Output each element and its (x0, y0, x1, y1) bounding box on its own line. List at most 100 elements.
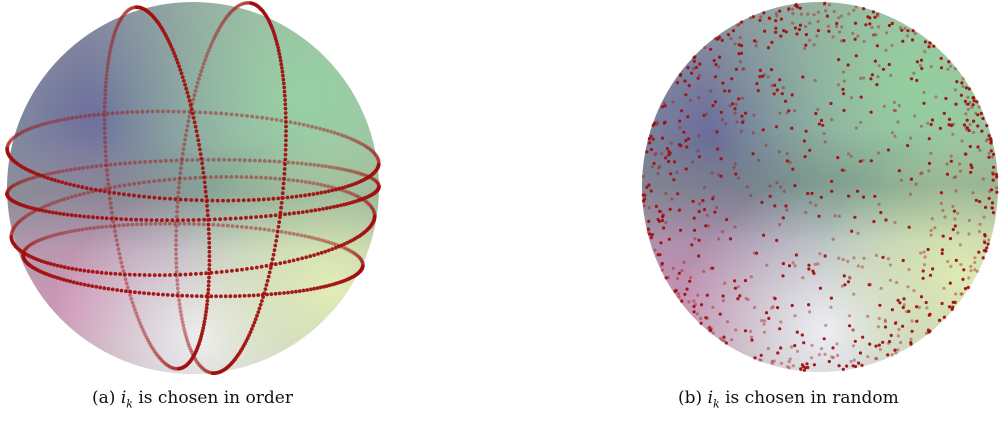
iterate-point (191, 218, 196, 222)
iterate-point (304, 162, 308, 166)
iterate-point (842, 79, 846, 83)
iterate-point (259, 175, 263, 180)
iterate-point (280, 191, 285, 196)
iterate-point (142, 330, 146, 334)
iterate-point (983, 234, 987, 238)
iterate-point (226, 198, 231, 203)
iterate-point (251, 323, 256, 328)
iterate-point (209, 294, 214, 299)
iterate-point (793, 26, 797, 30)
iterate-point (242, 1, 247, 6)
iterate-point (793, 184, 797, 188)
iterate-point (165, 218, 170, 223)
iterate-point (117, 251, 122, 256)
iterate-point (847, 194, 851, 198)
iterate-point (351, 250, 356, 255)
iterate-point (243, 1, 248, 6)
iterate-point (829, 101, 833, 106)
iterate-point (107, 190, 112, 195)
iterate-point (354, 252, 359, 257)
iterate-point (784, 99, 788, 103)
iterate-point (330, 188, 335, 193)
iterate-point (249, 327, 254, 331)
iterate-point (926, 121, 930, 125)
iterate-point (72, 183, 76, 188)
iterate-point (679, 109, 684, 113)
iterate-point (692, 56, 696, 60)
iterate-point (699, 321, 703, 325)
iterate-point (893, 321, 898, 325)
iterate-point (172, 177, 177, 182)
iterate-point (692, 67, 696, 71)
iterate-point (22, 129, 27, 133)
iterate-point (803, 155, 807, 159)
iterate-point (325, 128, 330, 133)
iterate-point (233, 294, 238, 298)
iterate-point (704, 316, 708, 320)
iterate-point (842, 108, 846, 112)
iterate-point (773, 297, 777, 301)
iterate-point (961, 277, 965, 281)
iterate-point (200, 198, 204, 203)
iterate-point (787, 109, 791, 113)
iterate-point (257, 306, 262, 311)
iterate-point (352, 193, 357, 198)
iterate-point (901, 39, 905, 43)
iterate-point (44, 209, 48, 214)
iterate-point (135, 110, 140, 114)
iterate-point (144, 218, 149, 222)
iterate-point (989, 137, 993, 141)
iterate-points-ordered (5, 1, 381, 375)
iterate-point (277, 159, 282, 164)
iterate-point (80, 227, 85, 232)
iterate-point (271, 196, 276, 201)
iterate-point (868, 342, 872, 346)
iterate-point (831, 237, 835, 241)
iterate-point (255, 115, 259, 119)
iterate-point (750, 338, 754, 342)
iterate-point (969, 269, 973, 273)
iterate-point (678, 126, 682, 130)
iterate-point (284, 124, 288, 129)
iterate-point (725, 320, 730, 324)
iterate-point (21, 249, 26, 254)
iterate-point (273, 176, 278, 181)
iterate-point (286, 290, 290, 295)
iterate-point (709, 328, 713, 333)
iterate-point (226, 13, 231, 17)
iterate-point (130, 222, 135, 227)
iterate-point (857, 361, 861, 365)
iterate-point (179, 161, 184, 166)
iterate-point (770, 306, 774, 310)
iterate-point (27, 126, 32, 131)
iterate-point (315, 182, 320, 186)
iterate-point (812, 43, 816, 47)
iterate-point (837, 256, 841, 260)
iterate-point (736, 176, 741, 180)
iterate-point (333, 186, 337, 191)
iterate-point (295, 178, 300, 183)
iterate-point (325, 284, 329, 288)
iterate-point (890, 21, 894, 26)
iterate-point (698, 73, 702, 77)
iterate-point (99, 187, 104, 192)
iterate-point (973, 268, 977, 272)
iterate-point (720, 338, 724, 342)
iterate-point (876, 12, 880, 16)
iterate-point (276, 45, 280, 50)
iterate-point (21, 251, 26, 255)
iterate-point (821, 123, 825, 127)
iterate-point (851, 328, 855, 332)
iterate-point (26, 177, 31, 182)
iterate-point (119, 260, 124, 265)
iterate-point (264, 283, 269, 287)
iterate-point (193, 124, 198, 129)
iterate-point (37, 174, 42, 179)
iterate-point (991, 172, 995, 176)
iterate-point (690, 243, 694, 247)
iterate-point (263, 287, 268, 291)
iterate-point (35, 124, 40, 128)
iterate-point (202, 175, 207, 180)
iterate-point (234, 113, 239, 117)
iterate-point (129, 297, 134, 301)
